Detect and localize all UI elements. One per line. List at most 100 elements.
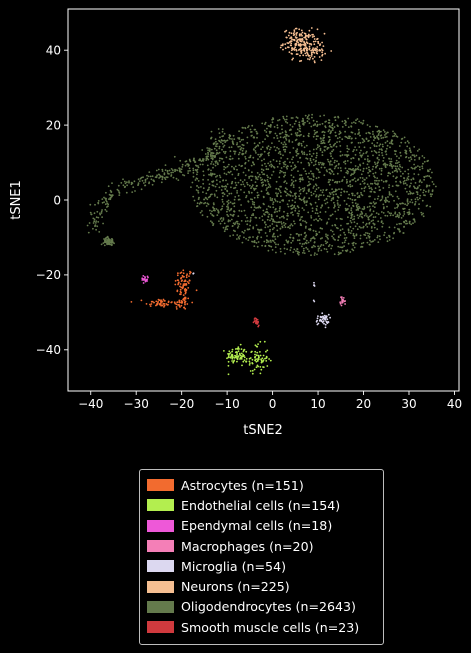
data-point — [359, 134, 361, 137]
data-point — [237, 225, 240, 228]
data-point — [421, 155, 424, 157]
data-point — [346, 190, 348, 193]
data-point — [387, 211, 389, 213]
data-point — [392, 237, 394, 240]
data-point — [422, 215, 425, 218]
data-point — [202, 160, 205, 162]
data-point — [377, 241, 380, 244]
data-point — [339, 154, 342, 157]
data-point — [375, 183, 377, 186]
data-point — [183, 301, 186, 304]
data-point — [378, 186, 381, 188]
data-point — [366, 226, 369, 228]
data-point — [269, 126, 272, 128]
data-point — [227, 364, 230, 367]
data-point — [194, 161, 197, 163]
data-point — [298, 186, 301, 189]
data-point — [284, 30, 286, 33]
data-point — [178, 303, 180, 306]
y-tick-label: 20 — [46, 118, 61, 132]
data-point — [234, 181, 237, 184]
data-point — [363, 146, 366, 149]
data-point — [164, 164, 167, 167]
data-point — [184, 291, 187, 294]
data-point — [368, 169, 370, 171]
data-point — [251, 240, 253, 243]
data-point — [242, 183, 245, 186]
data-point — [310, 224, 313, 227]
data-point — [315, 208, 318, 210]
data-point — [284, 130, 287, 133]
data-point — [317, 176, 320, 179]
data-point — [216, 196, 219, 199]
data-point — [182, 283, 185, 285]
data-point — [228, 209, 231, 212]
data-point — [319, 189, 322, 192]
data-point — [319, 315, 322, 318]
data-point — [240, 220, 243, 222]
data-point — [270, 165, 273, 168]
data-point — [291, 141, 294, 143]
data-point — [388, 192, 391, 195]
data-point — [213, 207, 216, 210]
data-point — [284, 222, 287, 225]
data-point — [325, 233, 327, 236]
data-point — [295, 151, 298, 154]
data-point — [362, 162, 365, 165]
data-point — [205, 192, 208, 195]
data-point — [232, 215, 235, 217]
data-point — [222, 195, 224, 198]
data-point — [395, 177, 397, 180]
data-point — [360, 246, 362, 248]
data-point — [298, 190, 301, 192]
data-point — [210, 173, 213, 176]
data-point — [363, 140, 366, 143]
data-point — [346, 160, 349, 162]
data-point — [255, 145, 258, 148]
data-point — [370, 214, 372, 217]
data-point — [246, 183, 249, 186]
data-point — [376, 164, 379, 167]
data-point — [294, 207, 297, 210]
data-point — [388, 234, 390, 237]
data-point — [159, 175, 162, 178]
data-point — [226, 200, 229, 203]
data-point — [215, 176, 217, 178]
data-point — [197, 198, 200, 201]
data-point — [282, 48, 284, 51]
data-point — [267, 168, 270, 171]
data-point — [176, 274, 179, 277]
data-point — [323, 314, 326, 317]
data-point — [346, 208, 349, 211]
data-point — [183, 306, 186, 309]
data-point — [187, 170, 190, 172]
data-point — [373, 206, 376, 209]
data-point — [351, 185, 354, 187]
data-point — [236, 190, 239, 192]
data-point — [405, 155, 408, 158]
data-point — [286, 212, 289, 215]
data-point — [254, 150, 257, 152]
data-point — [180, 171, 183, 174]
data-point — [271, 199, 273, 202]
data-point — [230, 146, 233, 149]
data-point — [334, 239, 336, 241]
data-point — [333, 201, 335, 204]
data-point — [256, 136, 258, 139]
data-point — [243, 209, 246, 212]
data-point — [359, 164, 362, 167]
data-point — [321, 321, 324, 324]
data-point — [291, 183, 293, 185]
data-point — [268, 230, 271, 233]
data-point — [331, 163, 333, 166]
data-point — [323, 199, 326, 202]
data-point — [334, 116, 337, 118]
data-point — [312, 178, 315, 181]
data-point — [300, 142, 303, 145]
data-point — [211, 156, 214, 158]
data-point — [312, 244, 315, 247]
data-point — [130, 181, 133, 184]
data-point — [149, 303, 151, 306]
data-point — [323, 149, 326, 152]
data-point — [320, 249, 323, 252]
